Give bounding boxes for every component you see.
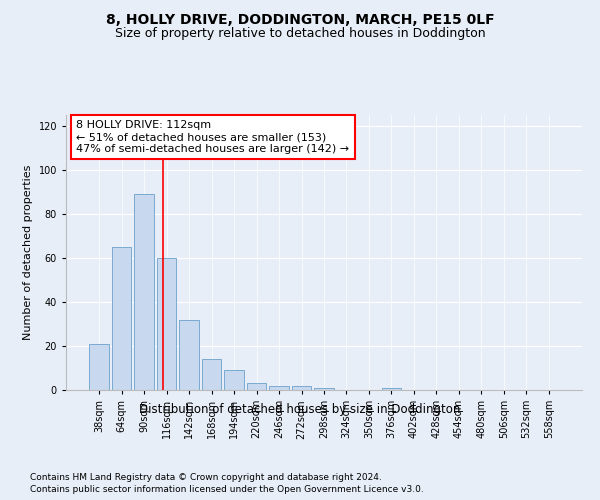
Text: 8, HOLLY DRIVE, DODDINGTON, MARCH, PE15 0LF: 8, HOLLY DRIVE, DODDINGTON, MARCH, PE15 … bbox=[106, 12, 494, 26]
Bar bbox=[269, 386, 289, 390]
Bar bbox=[382, 388, 401, 390]
Text: Size of property relative to detached houses in Doddington: Size of property relative to detached ho… bbox=[115, 28, 485, 40]
Bar bbox=[157, 258, 176, 390]
Bar bbox=[224, 370, 244, 390]
Bar bbox=[292, 386, 311, 390]
Bar bbox=[179, 320, 199, 390]
Text: Distribution of detached houses by size in Doddington: Distribution of detached houses by size … bbox=[139, 402, 461, 415]
Text: Contains public sector information licensed under the Open Government Licence v3: Contains public sector information licen… bbox=[30, 485, 424, 494]
Bar bbox=[314, 388, 334, 390]
Bar bbox=[247, 384, 266, 390]
Bar bbox=[134, 194, 154, 390]
Bar bbox=[112, 247, 131, 390]
Text: 8 HOLLY DRIVE: 112sqm
← 51% of detached houses are smaller (153)
47% of semi-det: 8 HOLLY DRIVE: 112sqm ← 51% of detached … bbox=[76, 120, 349, 154]
Bar bbox=[89, 344, 109, 390]
Y-axis label: Number of detached properties: Number of detached properties bbox=[23, 165, 33, 340]
Bar bbox=[202, 359, 221, 390]
Text: Contains HM Land Registry data © Crown copyright and database right 2024.: Contains HM Land Registry data © Crown c… bbox=[30, 472, 382, 482]
